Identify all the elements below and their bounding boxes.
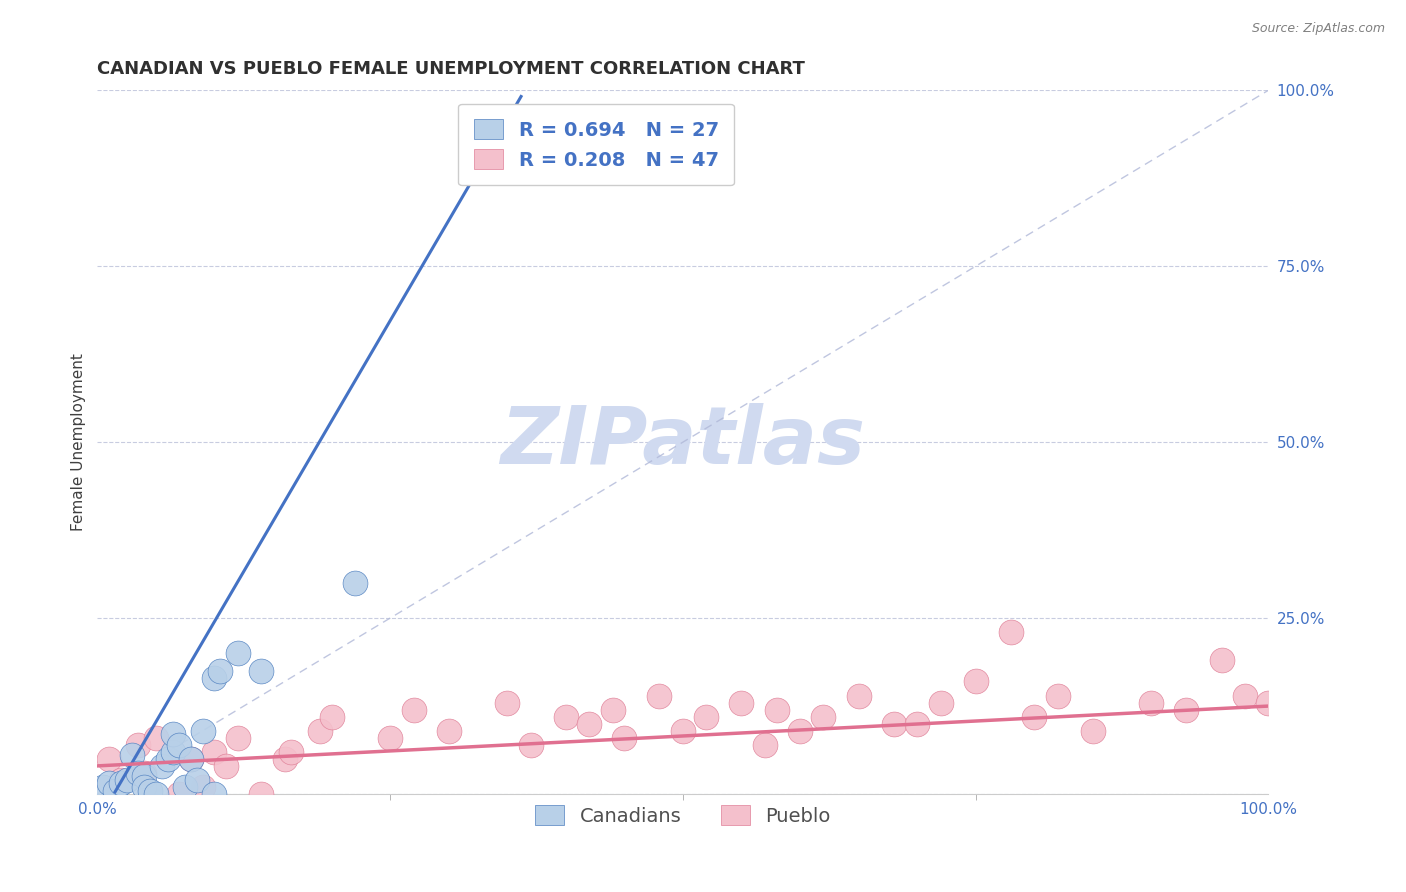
Point xyxy=(162,727,184,741)
Point xyxy=(496,696,519,710)
Point xyxy=(98,752,121,766)
Text: ZIPatlas: ZIPatlas xyxy=(501,403,865,481)
Point xyxy=(1175,703,1198,717)
Point xyxy=(104,783,127,797)
Point xyxy=(121,748,143,763)
Point xyxy=(883,716,905,731)
Point xyxy=(343,575,366,590)
Point xyxy=(754,738,776,752)
Point xyxy=(672,723,695,738)
Point xyxy=(280,745,302,759)
Point xyxy=(145,787,167,801)
Point xyxy=(204,671,226,685)
Point xyxy=(1081,723,1104,738)
Point xyxy=(204,745,226,759)
Point xyxy=(437,723,460,738)
Point xyxy=(134,769,156,783)
Point xyxy=(1140,696,1163,710)
Point xyxy=(110,776,132,790)
Point xyxy=(765,703,787,717)
Point xyxy=(789,723,811,738)
Point xyxy=(321,709,343,723)
Point xyxy=(929,696,952,710)
Point xyxy=(180,752,202,766)
Point xyxy=(98,776,121,790)
Point xyxy=(1046,689,1069,703)
Point xyxy=(180,752,202,766)
Point xyxy=(215,759,238,773)
Point xyxy=(613,731,636,745)
Point xyxy=(602,703,624,717)
Point xyxy=(378,731,401,745)
Point xyxy=(169,738,191,752)
Point xyxy=(150,759,173,773)
Point xyxy=(139,783,162,797)
Point xyxy=(110,772,132,787)
Point xyxy=(1000,625,1022,640)
Point xyxy=(648,689,671,703)
Point xyxy=(186,772,208,787)
Point xyxy=(191,723,214,738)
Point xyxy=(1024,709,1046,723)
Point xyxy=(91,780,114,794)
Point xyxy=(730,696,752,710)
Point xyxy=(695,709,717,723)
Point xyxy=(209,664,232,678)
Point xyxy=(204,787,226,801)
Point xyxy=(191,780,214,794)
Point xyxy=(578,716,600,731)
Point xyxy=(250,787,273,801)
Point xyxy=(848,689,870,703)
Point xyxy=(554,709,576,723)
Point xyxy=(308,723,330,738)
Point xyxy=(402,703,425,717)
Point xyxy=(145,731,167,745)
Point xyxy=(519,738,541,752)
Point xyxy=(226,646,249,660)
Text: Source: ZipAtlas.com: Source: ZipAtlas.com xyxy=(1251,22,1385,36)
Point xyxy=(965,674,987,689)
Point xyxy=(156,752,179,766)
Point xyxy=(162,745,184,759)
Text: CANADIAN VS PUEBLO FEMALE UNEMPLOYMENT CORRELATION CHART: CANADIAN VS PUEBLO FEMALE UNEMPLOYMENT C… xyxy=(97,60,806,78)
Point xyxy=(1257,696,1279,710)
Point xyxy=(115,772,138,787)
Point xyxy=(127,738,149,752)
Point xyxy=(1211,653,1233,667)
Point xyxy=(1233,689,1256,703)
Point xyxy=(127,766,149,780)
Point xyxy=(274,752,297,766)
Y-axis label: Female Unemployment: Female Unemployment xyxy=(72,353,86,531)
Point xyxy=(134,766,156,780)
Legend: Canadians, Pueblo: Canadians, Pueblo xyxy=(527,797,838,834)
Point xyxy=(813,709,835,723)
Point xyxy=(508,139,530,153)
Point xyxy=(226,731,249,745)
Point xyxy=(905,716,928,731)
Point xyxy=(250,664,273,678)
Point xyxy=(174,780,197,794)
Point xyxy=(169,787,191,801)
Point xyxy=(134,780,156,794)
